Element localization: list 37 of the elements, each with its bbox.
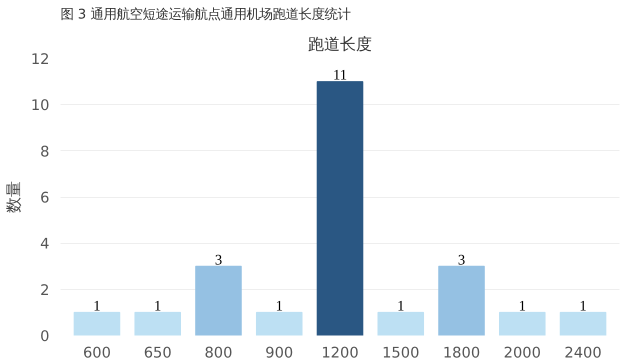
x-tick-label: 1200: [321, 344, 359, 360]
x-tick-label: 2400: [564, 344, 602, 360]
y-tick-label: 0: [40, 328, 50, 345]
bar: [560, 312, 606, 336]
data-label: 1: [397, 298, 404, 314]
bar: [316, 81, 364, 336]
data-label: 1: [154, 298, 162, 314]
bar: [195, 266, 242, 336]
y-tick-label: 2: [40, 282, 50, 299]
data-label: 1: [518, 298, 526, 314]
data-label: 3: [214, 252, 222, 268]
bar: [377, 312, 424, 336]
bar: [438, 266, 485, 336]
y-tick-label: 8: [40, 143, 50, 160]
y-axis-title: 数量: [4, 181, 23, 213]
x-tick-label: 650: [144, 344, 172, 360]
x-tick-label: 1500: [382, 344, 420, 360]
x-tick-label: 900: [265, 344, 294, 360]
data-label: 3: [458, 252, 466, 268]
x-tick-label: 800: [204, 344, 232, 360]
y-tick-label: 12: [30, 51, 50, 68]
data-label: 1: [276, 298, 283, 314]
y-tick-label: 10: [30, 97, 50, 114]
chart-title: 跑道长度: [308, 34, 372, 54]
y-tick-label: 4: [40, 236, 50, 253]
x-tick-label: 1800: [442, 344, 480, 360]
bar: [498, 312, 546, 336]
y-tick-label: 6: [40, 190, 50, 206]
x-tick-label: 2000: [504, 344, 541, 360]
bar: [256, 312, 303, 336]
x-tick-label: 600: [82, 344, 111, 360]
caption: 图 3 通用航空短途运输航点通用机场跑道长度统计: [60, 6, 350, 22]
bar: [134, 312, 182, 336]
bar: [74, 312, 120, 336]
data-label: 1: [93, 298, 101, 314]
data-label: 11: [332, 68, 348, 84]
data-label: 1: [579, 298, 587, 314]
